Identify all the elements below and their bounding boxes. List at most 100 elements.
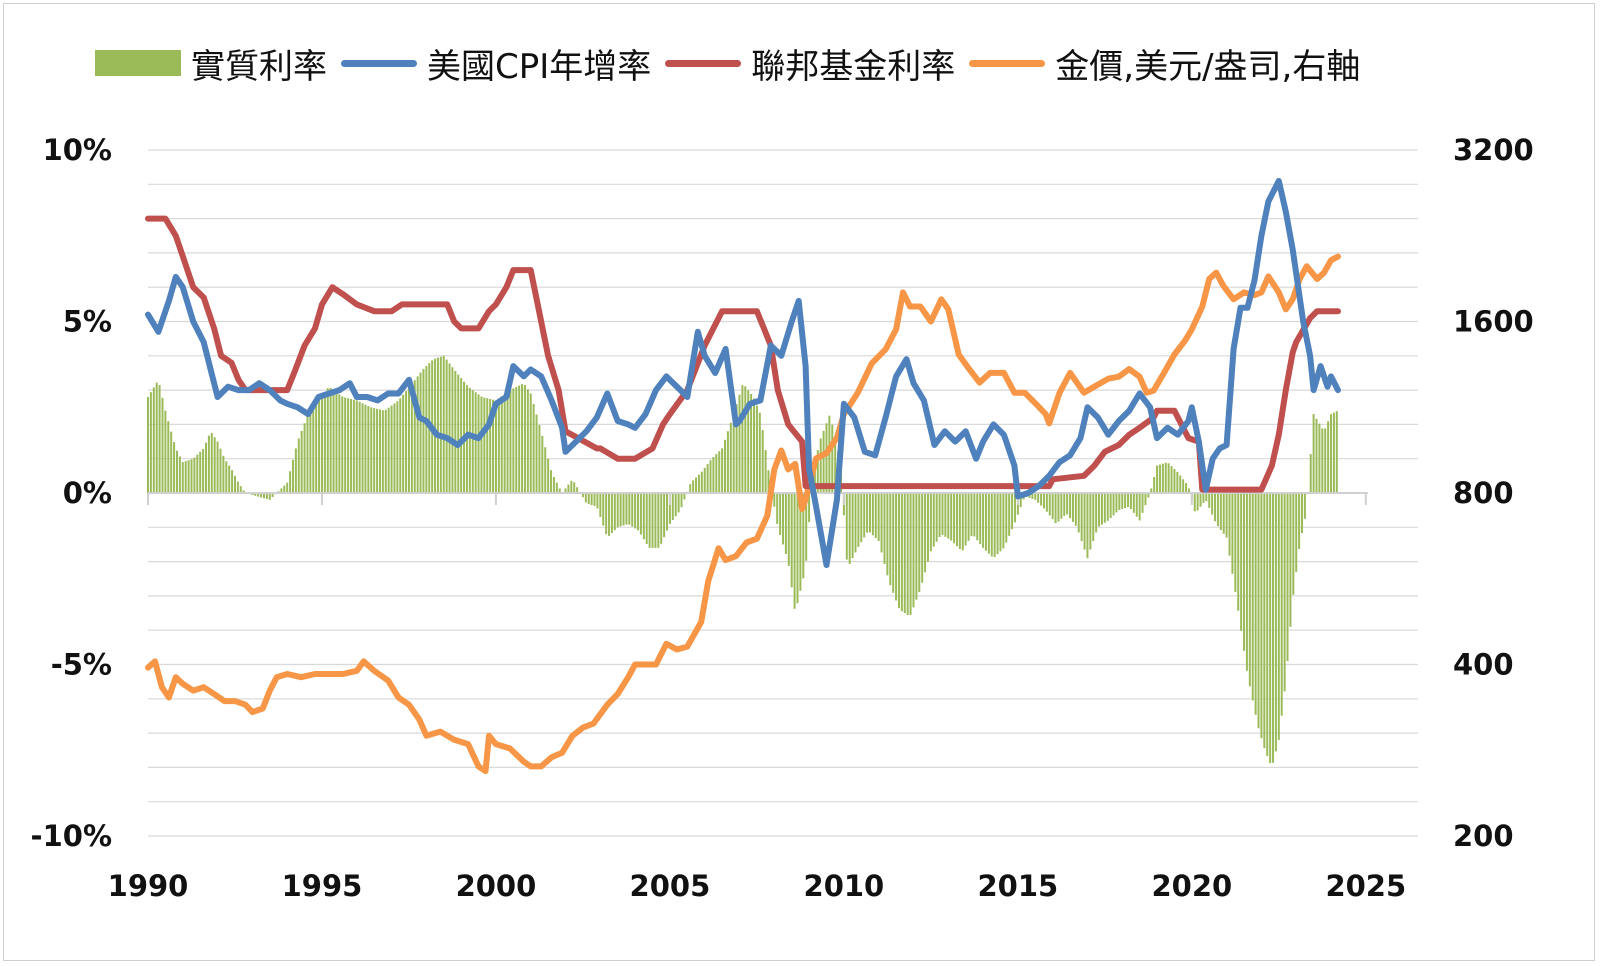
- real-rate-bar: [199, 451, 202, 493]
- real-rate-bar: [492, 399, 495, 493]
- right-tick-label: 1600: [1453, 305, 1534, 339]
- real-rate-bar: [315, 403, 318, 493]
- real-rate-bar: [262, 493, 265, 499]
- real-rate-bar: [1083, 493, 1086, 550]
- real-rate-bar: [155, 382, 158, 493]
- legend-item-gold: 金價,美元/盎司,右軸: [969, 39, 1360, 88]
- real-rate-bar: [544, 447, 547, 493]
- x-tick-label: 2010: [804, 869, 885, 903]
- real-rate-bar: [747, 390, 750, 493]
- real-rate-bar: [387, 407, 390, 493]
- real-rate-bar: [868, 493, 871, 533]
- real-rate-bar: [149, 392, 152, 493]
- real-rate-bar: [233, 475, 236, 493]
- real-rate-bar: [1309, 454, 1312, 493]
- real-rate-bar: [1205, 493, 1208, 502]
- real-rate-bar: [532, 404, 535, 493]
- real-rate-bar: [573, 482, 576, 493]
- real-rate-bar: [216, 441, 219, 493]
- real-rate-bar: [486, 398, 489, 493]
- real-rate-bars: [147, 355, 1338, 764]
- real-rate-bar: [805, 493, 808, 561]
- real-rate-bar: [831, 424, 834, 493]
- real-rate-bar: [529, 393, 532, 493]
- real-rate-bar: [497, 398, 500, 493]
- real-rate-bar: [442, 355, 445, 493]
- real-rate-bar: [376, 408, 379, 493]
- real-rate-bar: [584, 493, 587, 503]
- real-rate-bar: [628, 493, 631, 525]
- chart-legend: 實質利率 美國CPI年增率 聯邦基金利率 金價,美元/盎司,右軸: [95, 38, 1374, 88]
- real-rate-bar: [225, 461, 228, 493]
- x-tick-label: 2020: [1151, 869, 1232, 903]
- real-rate-bar: [570, 480, 573, 493]
- real-rate-bar: [596, 493, 599, 509]
- real-rate-bar: [744, 386, 747, 493]
- real-rate-bar: [341, 396, 344, 493]
- real-rate-bar: [576, 487, 579, 493]
- real-rate-bar: [581, 493, 584, 498]
- real-rate-bar: [297, 438, 300, 493]
- real-rate-bar: [1109, 493, 1112, 519]
- real-rate-bar: [1298, 493, 1301, 550]
- real-rate-bar: [1295, 493, 1298, 572]
- real-rate-bar: [622, 493, 625, 526]
- real-rate-bar: [434, 358, 437, 493]
- real-rate-bar: [260, 493, 263, 498]
- real-rate-bar: [776, 493, 779, 524]
- real-rate-bar: [958, 493, 961, 550]
- real-rate-bar: [634, 493, 637, 529]
- real-rate-bar: [347, 398, 350, 493]
- real-rate-bar: [857, 493, 860, 547]
- real-rate-bar: [538, 424, 541, 493]
- legend-label-real-rate: 實質利率: [191, 46, 327, 87]
- x-tick-label: 2005: [630, 869, 711, 903]
- legend-item-real-rate: 實質利率: [95, 39, 327, 88]
- real-rate-bar: [526, 389, 529, 493]
- real-rate-bar: [1153, 476, 1156, 493]
- real-rate-bar: [373, 408, 376, 493]
- real-rate-bar: [1150, 488, 1153, 493]
- real-rate-bar: [378, 409, 381, 493]
- real-rate-bar: [1077, 493, 1080, 533]
- real-rate-bar: [683, 493, 686, 500]
- real-rate-bar: [1115, 493, 1118, 513]
- real-rate-bar: [706, 464, 709, 493]
- real-rate-bar: [834, 438, 837, 493]
- legend-swatch-gold: [969, 59, 1046, 67]
- right-tick-label: 200: [1453, 819, 1514, 853]
- real-rate-bar: [1234, 493, 1237, 592]
- real-rate-bar: [1045, 493, 1048, 512]
- legend-item-fed: 聯邦基金利率: [665, 39, 955, 88]
- real-rate-bar: [950, 493, 953, 541]
- real-rate-bar: [515, 386, 518, 493]
- legend-label-fed: 聯邦基金利率: [751, 46, 956, 87]
- real-rate-bar: [535, 414, 538, 493]
- real-rate-bar: [335, 392, 338, 493]
- real-rate-bar: [1231, 493, 1234, 574]
- real-rate-bar: [1132, 493, 1135, 513]
- real-rate-bar: [219, 448, 222, 493]
- real-rate-bar: [866, 493, 869, 533]
- real-rate-bar: [178, 456, 181, 493]
- real-rate-bar: [283, 485, 286, 493]
- real-rate-bar: [1095, 493, 1098, 533]
- real-rate-bar: [903, 493, 906, 614]
- real-rate-bar: [1103, 493, 1106, 523]
- real-rate-bar: [637, 493, 640, 531]
- real-rate-bar: [355, 400, 358, 493]
- real-rate-bar: [1248, 493, 1251, 687]
- real-rate-bar: [286, 482, 289, 493]
- real-rate-bar: [657, 493, 660, 548]
- real-rate-bar: [1060, 493, 1063, 519]
- real-rate-bar: [1008, 493, 1011, 536]
- real-rate-bar: [1228, 493, 1231, 556]
- real-rate-bar: [1086, 493, 1089, 559]
- real-rate-bar: [753, 398, 756, 493]
- real-rate-bar: [384, 409, 387, 493]
- chart-frame: [3, 3, 1595, 961]
- real-rate-bar: [799, 493, 802, 591]
- real-rate-bar: [863, 493, 866, 538]
- real-rate-bar: [303, 423, 306, 493]
- real-rate-bar: [1089, 493, 1092, 550]
